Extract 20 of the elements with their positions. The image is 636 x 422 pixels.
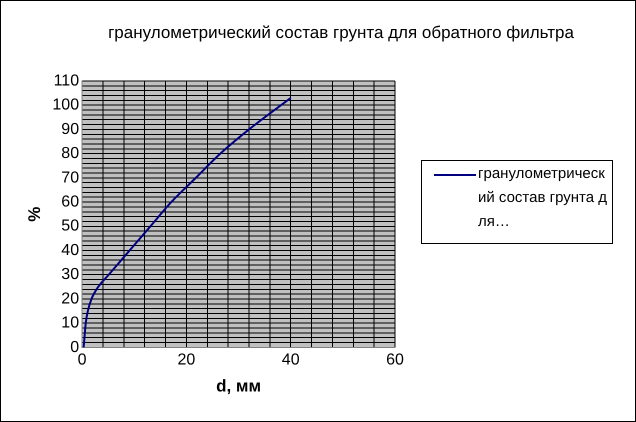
x-axis-title: d, мм [216, 376, 262, 396]
legend-label: гранулометрический состав грунта для… [478, 164, 608, 232]
y-tick-label: 110 [54, 72, 80, 90]
line-series [82, 96, 292, 348]
x-tick-label: 40 [282, 351, 300, 368]
y-tick-label: 100 [52, 96, 80, 114]
y-tick-label: 40 [61, 242, 80, 259]
y-tick-label: 60 [61, 193, 80, 210]
y-tick-label: 50 [61, 218, 80, 235]
y-tick-label: 30 [61, 266, 80, 284]
x-tick-label: 20 [178, 351, 196, 368]
y-tick-label: 70 [61, 169, 80, 186]
y-tick-label: 90 [61, 120, 80, 138]
y-tick-label: 20 [61, 290, 80, 308]
x-tick-label: 60 [386, 351, 404, 368]
y-tick-label: 0 [70, 338, 80, 356]
y-tick-label: 10 [61, 314, 80, 332]
y-tick-label: 80 [61, 145, 80, 162]
chart-title: гранулометрический состав грунта для обратного фильтра [107, 22, 575, 44]
y-axis-title: % [24, 206, 44, 222]
